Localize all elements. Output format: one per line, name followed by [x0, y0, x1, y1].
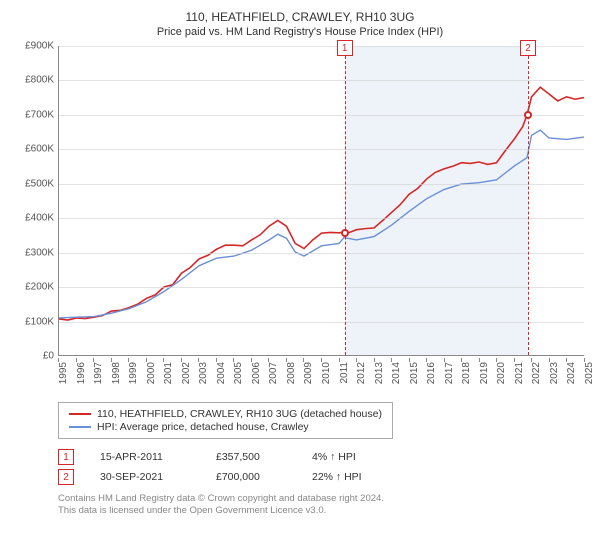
marker-price: £357,500 [216, 451, 286, 463]
x-tick-label: 2020 [496, 362, 507, 384]
y-tick-label: £300K [25, 247, 54, 258]
x-tick-label: 2000 [146, 362, 157, 384]
y-tick-label: £800K [25, 75, 54, 86]
marker-price: £700,000 [216, 471, 286, 483]
legend-swatch [69, 426, 91, 428]
y-tick-label: £600K [25, 144, 54, 155]
legend-entry: 110, HEATHFIELD, CRAWLEY, RH10 3UG (deta… [69, 408, 382, 420]
y-tick-label: £100K [25, 316, 54, 327]
y-tick-label: £900K [25, 41, 54, 52]
x-tick-label: 2004 [216, 362, 227, 384]
x-tick-label: 1998 [111, 362, 122, 384]
x-tick-label: 1999 [128, 362, 139, 384]
x-tick-label: 2011 [339, 362, 350, 384]
x-tick-label: 2007 [268, 362, 279, 384]
footer-line-2: This data is licensed under the Open Gov… [58, 505, 588, 517]
marker-pct: 22% ↑ HPI [312, 471, 362, 483]
legend-label: HPI: Average price, detached house, Craw… [97, 421, 309, 433]
chart-subtitle: Price paid vs. HM Land Registry's House … [12, 26, 588, 38]
marker-table: 1 15-APR-2011 £357,500 4% ↑ HPI 2 30-SEP-2021… [12, 445, 588, 489]
marker-id-box: 2 [58, 469, 74, 485]
footer: Contains HM Land Registry data © Crown c… [58, 493, 588, 518]
marker-dashed-line [528, 46, 529, 355]
x-tick-label: 2018 [461, 362, 472, 384]
marker-date: 15-APR-2011 [100, 451, 190, 463]
legend: 110, HEATHFIELD, CRAWLEY, RH10 3UG (deta… [58, 402, 393, 439]
y-tick-label: £400K [25, 213, 54, 224]
x-tick-label: 1997 [93, 362, 104, 384]
x-tick-label: 2017 [444, 362, 455, 384]
marker-table-row: 2 30-SEP-2021 £700,000 22% ↑ HPI [58, 469, 588, 485]
x-tick-label: 2025 [584, 362, 595, 384]
marker-dashed-line [345, 46, 346, 355]
marker-table-row: 1 15-APR-2011 £357,500 4% ↑ HPI [58, 449, 588, 465]
legend-entry: HPI: Average price, detached house, Craw… [69, 421, 382, 433]
marker-point [341, 229, 349, 237]
x-tick-label: 2010 [321, 362, 332, 384]
x-tick-label: 2015 [409, 362, 420, 384]
y-tick-label: £500K [25, 178, 54, 189]
marker-label: 2 [520, 40, 536, 56]
series-line [59, 130, 584, 318]
x-tick-label: 2023 [549, 362, 560, 384]
line-chart-svg [59, 46, 584, 355]
x-tick-label: 2024 [566, 362, 577, 384]
marker-point [524, 111, 532, 119]
x-tick-label: 2001 [163, 362, 174, 384]
marker-id-box: 1 [58, 449, 74, 465]
y-axis: £0£100K£200K£300K£400K£500K£600K£700K£80… [12, 46, 56, 356]
legend-swatch [69, 413, 91, 415]
x-tick-label: 2019 [479, 362, 490, 384]
series-line [59, 87, 584, 320]
x-tick-label: 2022 [531, 362, 542, 384]
y-tick-label: £0 [43, 351, 54, 362]
x-tick-label: 1996 [76, 362, 87, 384]
marker-pct: 4% ↑ HPI [312, 451, 356, 463]
x-tick-label: 2006 [251, 362, 262, 384]
plot-region: 12 [58, 46, 584, 356]
chart-container: 110, HEATHFIELD, CRAWLEY, RH10 3UG Price… [0, 0, 600, 560]
marker-date: 30-SEP-2021 [100, 471, 190, 483]
x-tick-label: 2008 [286, 362, 297, 384]
chart-title: 110, HEATHFIELD, CRAWLEY, RH10 3UG [12, 10, 588, 24]
x-tick-label: 2014 [391, 362, 402, 384]
x-axis: 1995 1996 1997 1998 1999 2000 2001 2002 2003 2004… [58, 358, 584, 394]
legend-label: 110, HEATHFIELD, CRAWLEY, RH10 3UG (deta… [97, 408, 382, 420]
y-tick-label: £200K [25, 282, 54, 293]
x-tick-label: 2002 [181, 362, 192, 384]
x-tick-label: 2005 [233, 362, 244, 384]
x-tick-label: 2009 [303, 362, 314, 384]
x-tick-label: 2012 [356, 362, 367, 384]
y-tick-label: £700K [25, 109, 54, 120]
x-tick-label: 2016 [426, 362, 437, 384]
x-tick-label: 2013 [374, 362, 385, 384]
x-tick-label: 1995 [58, 362, 69, 384]
chart-area: £0 £100K £200K £300K £400K £500K £600K £700K £80… [12, 46, 588, 396]
x-tick-label: 2003 [198, 362, 209, 384]
marker-label: 1 [337, 40, 353, 56]
footer-line-1: Contains HM Land Registry data © Crown c… [58, 493, 588, 505]
x-tick-label: 2021 [514, 362, 525, 384]
